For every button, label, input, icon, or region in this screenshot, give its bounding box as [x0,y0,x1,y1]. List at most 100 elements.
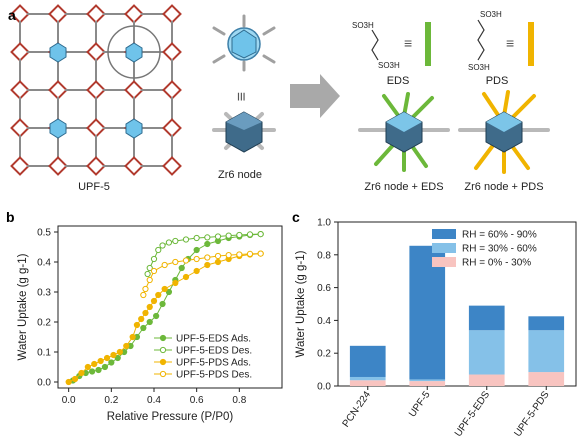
zr6-node-label: Zr6 node [218,169,262,181]
data-point [97,357,104,365]
data-point [108,359,115,366]
data-point [225,232,232,239]
eds-equiv: ≡ [404,35,412,51]
data-point [193,234,200,242]
data-point [140,291,147,299]
data-point [146,303,153,311]
legend-marker [159,346,167,354]
porphyrin-linker [10,4,30,24]
y-tick-label: 0.2 [317,349,331,360]
data-point [182,257,190,264]
zr6-eds-icon [358,92,450,172]
bar-segment [468,374,505,386]
porphyrin-linker [86,156,106,176]
x-tick-label: UPF-5-PDS [512,389,551,439]
data-point [142,309,149,317]
data-point [236,251,243,258]
data-point [214,252,222,260]
chart-stacked-bar: 0.0 0.2 0.4 0.6 0.8 1.0 Water Uptake (g g-1) PC… [295,218,577,439]
data-point [144,270,151,278]
data-point [129,333,136,341]
plot-frame [57,225,283,389]
porphyrin-linker [162,156,182,176]
legend-marker [159,334,167,342]
data-point [225,252,232,259]
porphyrin-linker [124,4,144,24]
porphyrin-linker [48,156,68,176]
eds-so3h-bottom: SO3H [378,61,400,70]
y-tick-label: 0.4 [37,258,51,269]
legend-marker [159,370,167,378]
data-point [172,258,179,266]
legend-swatch [432,257,456,267]
data-point [161,285,168,293]
y-tick-label: 1.0 [317,218,331,229]
panel-a-letter: a [8,7,16,23]
legend-label: RH = 0% - 30% [462,258,531,269]
y-tick-label: 0.3 [37,288,51,299]
data-point [65,378,72,386]
data-point [204,240,211,248]
pds-equiv: ≡ [506,35,514,51]
data-point [140,324,147,332]
porphyrin-linker [162,118,182,138]
y-tick-label: 0.5 [37,228,51,239]
x-tick-label: 0.4 [147,395,161,406]
porphyrin-linker [86,4,106,24]
panel-a: ≡ Zr6 node SO3H SO3H ≡ EDS SO3H SO3H [10,4,550,193]
data-point [193,246,200,254]
upf5-framework-illustration [10,4,182,176]
legend-label: UPF-5-PDS Des. [176,370,252,381]
data-point [103,354,111,362]
data-point [153,312,160,320]
data-point [116,348,123,356]
data-point [84,363,91,371]
x-axis-label: Relative Pressure (P/P0) [107,411,234,423]
data-point [71,375,79,383]
porphyrin-linker [48,4,68,24]
data-point [165,239,173,246]
data-point [204,234,211,241]
data-point [172,279,179,287]
data-point [193,267,200,275]
zr6-cluster-icon [212,14,276,72]
y-tick-label: 0.0 [317,382,331,393]
zr6-cluster [49,42,67,63]
data-point [150,267,158,275]
legend-label: UPF-5-PDS Ads. [176,358,251,369]
porphyrin-linker [162,4,182,24]
pds-so3h-bottom: SO3H [468,63,490,72]
legend-label: RH = 60% - 90% [462,230,537,241]
highlight-circle [107,25,161,79]
bar-segment [528,372,565,386]
series-line [142,253,261,296]
zr6-cluster [49,118,67,139]
legend-swatch [432,229,456,239]
data-point [110,351,117,359]
eds-so3h-top: SO3H [352,21,374,30]
data-point [91,360,98,368]
data-point [246,250,254,257]
data-point [150,255,158,263]
chart-isotherm: 0.0 0.2 0.4 0.6 0.8 0.0 0.1 0.2 0.3 0.4 0.5 Relativ… [17,225,283,423]
bar-segment [528,316,565,331]
x-tick-label: 0.0 [62,395,76,406]
data-point [101,363,109,371]
x-tick-label: 0.6 [190,395,204,406]
bar-segment [468,305,505,331]
plot-frame [337,221,577,387]
x-tick-label: 0.2 [104,395,118,406]
bar-segment [349,376,386,381]
data-point [123,342,130,350]
data-point [214,233,222,240]
y-tick-label: 0.2 [37,318,51,329]
zr6-pds-label: Zr6 node + PDS [464,181,543,193]
pds-rod [528,22,534,66]
data-point [146,318,153,326]
zr6-cluster [125,42,143,63]
porphyrin-linker [86,118,106,138]
data-point [159,242,166,249]
porphyrin-linker [86,80,106,100]
porphyrin-linker [86,42,106,62]
